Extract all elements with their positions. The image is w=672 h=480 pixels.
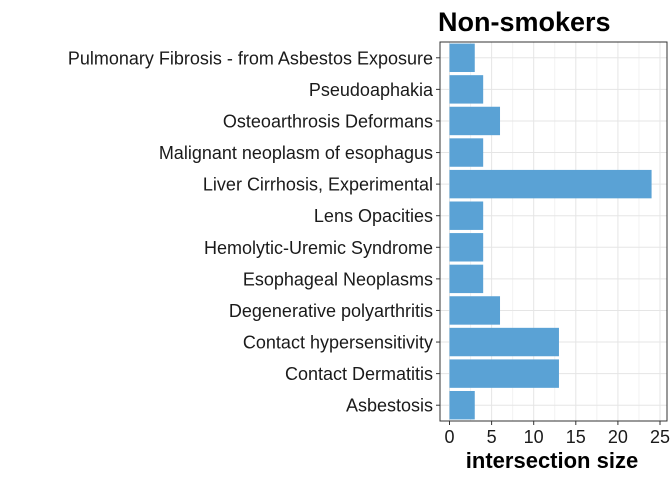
category-labels: Pulmonary Fibrosis - from Asbestos Expos… xyxy=(68,48,440,416)
bar xyxy=(449,359,559,388)
bar xyxy=(449,201,484,230)
x-tick-label: 10 xyxy=(524,427,544,447)
bar xyxy=(449,75,484,104)
bar xyxy=(449,327,559,357)
category-label: Osteoarthrosis Deformans xyxy=(223,111,433,131)
category-label: Liver Cirrhosis, Experimental xyxy=(203,175,433,195)
category-label: Contact hypersensitivity xyxy=(243,333,433,353)
category-label: Asbestosis xyxy=(346,396,433,416)
bar xyxy=(449,106,501,136)
x-tick-label: 15 xyxy=(566,427,586,447)
category-label: Esophageal Neoplasms xyxy=(243,269,433,289)
bars xyxy=(449,43,652,420)
bar xyxy=(449,43,475,73)
bar xyxy=(449,169,652,199)
x-tick-label: 25 xyxy=(650,427,670,447)
bar xyxy=(449,296,501,325)
category-label: Pulmonary Fibrosis - from Asbestos Expos… xyxy=(68,48,433,68)
category-label: Degenerative polyarthritis xyxy=(229,301,433,321)
bar xyxy=(449,390,475,420)
chart-title: Non-smokers xyxy=(438,7,611,37)
x-tick-label: 20 xyxy=(608,427,628,447)
grid xyxy=(440,42,667,421)
bar xyxy=(449,264,484,294)
category-label: Malignant neoplasm of esophagus xyxy=(159,143,433,163)
category-label: Lens Opacities xyxy=(314,206,433,226)
x-axis-title: intersection size xyxy=(466,448,638,473)
category-label: Hemolytic-Uremic Syndrome xyxy=(204,238,433,258)
bar xyxy=(449,233,484,262)
x-tick-label: 5 xyxy=(487,427,497,447)
category-label: Pseudoaphakia xyxy=(309,80,434,100)
x-axis-ticks: 0 5 10 15 20 25 xyxy=(444,421,670,447)
x-tick-label: 0 xyxy=(444,427,454,447)
bar xyxy=(449,138,484,167)
category-label: Contact Dermatitis xyxy=(285,364,433,384)
plot-panel xyxy=(439,41,668,422)
